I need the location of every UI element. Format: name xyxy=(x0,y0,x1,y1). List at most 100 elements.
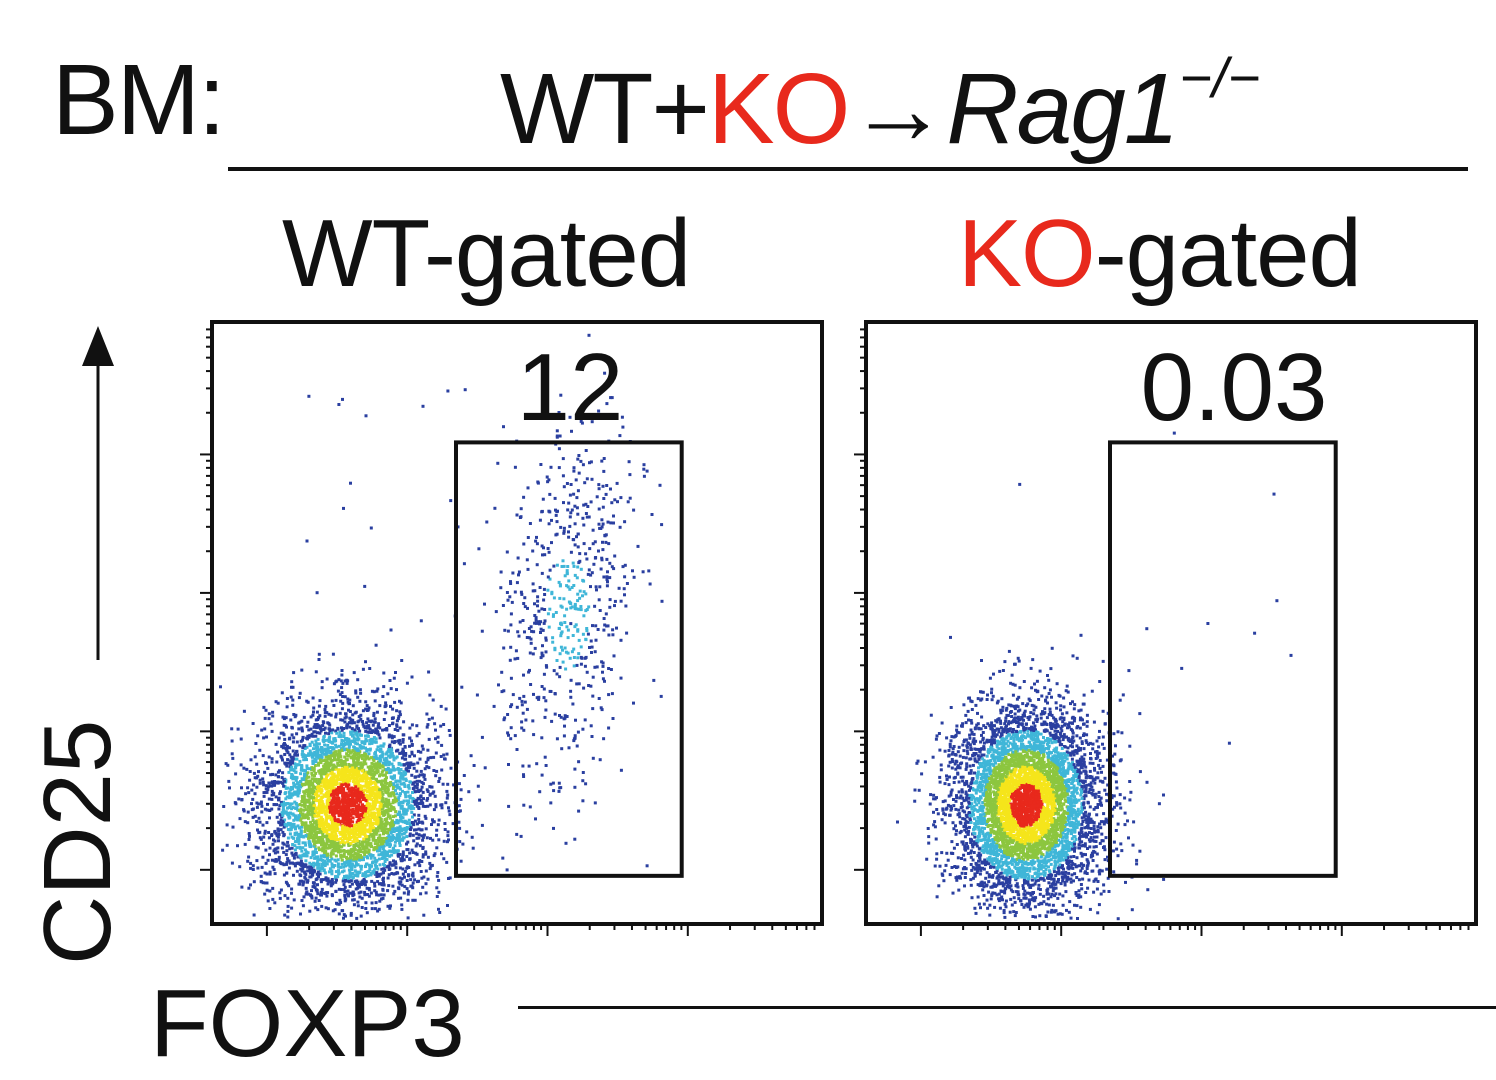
event-dot xyxy=(369,842,373,846)
event-dot xyxy=(419,794,423,798)
event-dot xyxy=(376,849,379,853)
event-dot xyxy=(344,784,348,788)
event-dot xyxy=(406,785,410,789)
event-dot xyxy=(325,825,329,828)
event-dot xyxy=(326,835,330,839)
event-dot xyxy=(304,827,307,831)
event-dot xyxy=(452,783,456,787)
event-dot xyxy=(571,634,575,637)
event-dot xyxy=(388,845,392,848)
event-dot xyxy=(276,835,280,839)
event-dot xyxy=(336,858,340,862)
event-dot xyxy=(316,751,320,755)
event-dot xyxy=(611,717,615,720)
event-dot xyxy=(368,742,372,746)
event-dot xyxy=(352,780,355,784)
event-dot xyxy=(340,774,344,778)
event-dot xyxy=(522,673,525,677)
event-dot xyxy=(225,843,229,847)
event-dot xyxy=(589,460,593,464)
event-dot xyxy=(364,660,367,664)
event-dot xyxy=(311,784,315,788)
event-dot xyxy=(305,767,309,770)
event-dot xyxy=(351,775,355,779)
event-dot xyxy=(314,786,318,790)
event-dot xyxy=(567,501,571,505)
event-dot xyxy=(309,826,313,830)
event-dot xyxy=(332,765,336,769)
event-dot xyxy=(304,778,308,782)
event-dot xyxy=(446,840,449,844)
event-dot xyxy=(548,568,552,572)
event-dot xyxy=(297,842,301,846)
event-dot xyxy=(476,784,480,788)
event-dot xyxy=(256,846,260,850)
event-dot xyxy=(249,883,252,887)
event-dot xyxy=(376,792,379,796)
event-dot xyxy=(557,580,561,584)
event-dot xyxy=(290,756,294,760)
event-dot xyxy=(237,797,241,801)
event-dot xyxy=(333,842,337,846)
chimera-title: WT+KO→Rag1−/− xyxy=(500,50,1260,160)
event-dot xyxy=(386,876,390,880)
event-dot xyxy=(371,769,375,773)
event-dot xyxy=(240,885,244,889)
event-dot xyxy=(362,837,366,841)
event-dot xyxy=(382,803,386,807)
event-dot xyxy=(300,869,304,873)
event-dot xyxy=(620,415,624,419)
event-dot xyxy=(601,548,605,552)
event-dot xyxy=(432,808,436,812)
event-dot xyxy=(301,768,305,772)
event-dot xyxy=(328,824,332,828)
event-dot xyxy=(402,763,406,767)
event-dot xyxy=(567,746,571,750)
event-dot xyxy=(246,786,250,790)
event-dot xyxy=(338,789,342,793)
event-dot xyxy=(445,752,449,756)
event-dot xyxy=(317,716,321,720)
event-dot xyxy=(425,836,429,840)
event-dot xyxy=(366,893,370,896)
event-dot xyxy=(407,786,411,790)
event-dot xyxy=(314,670,318,674)
event-dot xyxy=(531,589,535,593)
event-dot xyxy=(300,803,304,807)
event-dot xyxy=(339,853,343,857)
event-dot xyxy=(238,817,242,821)
event-dot xyxy=(272,868,276,872)
event-dot xyxy=(355,724,359,728)
event-dot xyxy=(346,805,350,809)
event-dot xyxy=(281,781,285,785)
event-dot xyxy=(390,762,394,766)
event-dot xyxy=(368,748,372,752)
event-dot xyxy=(266,766,270,770)
event-dot xyxy=(343,755,347,759)
event-dot xyxy=(349,721,353,725)
event-dot xyxy=(356,825,360,829)
event-dot xyxy=(509,737,513,741)
event-dot xyxy=(291,698,295,702)
event-dot xyxy=(354,793,358,797)
event-dot xyxy=(527,627,531,630)
event-dot xyxy=(372,736,376,739)
event-dot xyxy=(298,879,302,883)
event-dot xyxy=(271,897,275,901)
event-dot xyxy=(311,759,315,763)
event-dot xyxy=(331,909,335,913)
event-dot xyxy=(605,584,609,588)
event-dot xyxy=(340,748,344,752)
event-dot xyxy=(393,814,397,818)
event-dot xyxy=(331,805,335,809)
event-dot xyxy=(597,409,601,413)
event-dot xyxy=(339,777,343,781)
event-dot xyxy=(302,814,306,818)
event-dot xyxy=(428,803,432,807)
event-dot xyxy=(323,859,327,863)
event-dot xyxy=(363,853,367,857)
event-dot xyxy=(364,806,368,810)
event-dot xyxy=(349,768,353,772)
event-dot xyxy=(281,819,285,823)
event-dot xyxy=(294,807,298,810)
